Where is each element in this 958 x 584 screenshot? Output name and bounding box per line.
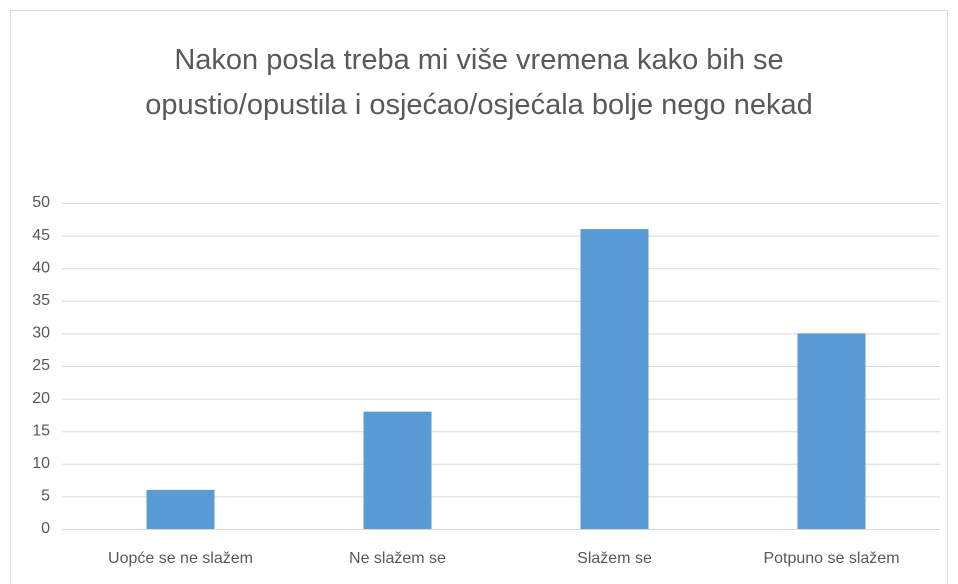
x-tick-label: Uopće se ne slažem <box>108 550 253 567</box>
y-tick-label: 35 <box>32 292 50 309</box>
y-tick-label: 15 <box>32 422 50 439</box>
x-tick-label: Ne slažem se <box>349 550 446 567</box>
y-tick-label: 0 <box>41 520 50 537</box>
y-tick-label: 5 <box>41 488 50 505</box>
bar <box>580 229 649 529</box>
y-tick-label: 25 <box>32 357 50 374</box>
x-tick-label: Slažem se <box>577 550 652 567</box>
y-tick-label: 10 <box>32 455 50 472</box>
y-tick-label: 30 <box>32 325 50 342</box>
chart-title: Nakon posla treba mi više vremena kako b… <box>145 44 813 121</box>
y-tick-label: 45 <box>32 227 50 244</box>
y-tick-label: 40 <box>32 259 50 276</box>
bar <box>146 489 215 529</box>
bar <box>363 411 432 529</box>
x-tick-label: Potpuno se slažem <box>763 550 899 567</box>
chart-border <box>10 10 948 584</box>
y-tick-label: 50 <box>32 194 50 211</box>
bar <box>797 333 866 529</box>
y-tick-label: 20 <box>32 390 50 407</box>
